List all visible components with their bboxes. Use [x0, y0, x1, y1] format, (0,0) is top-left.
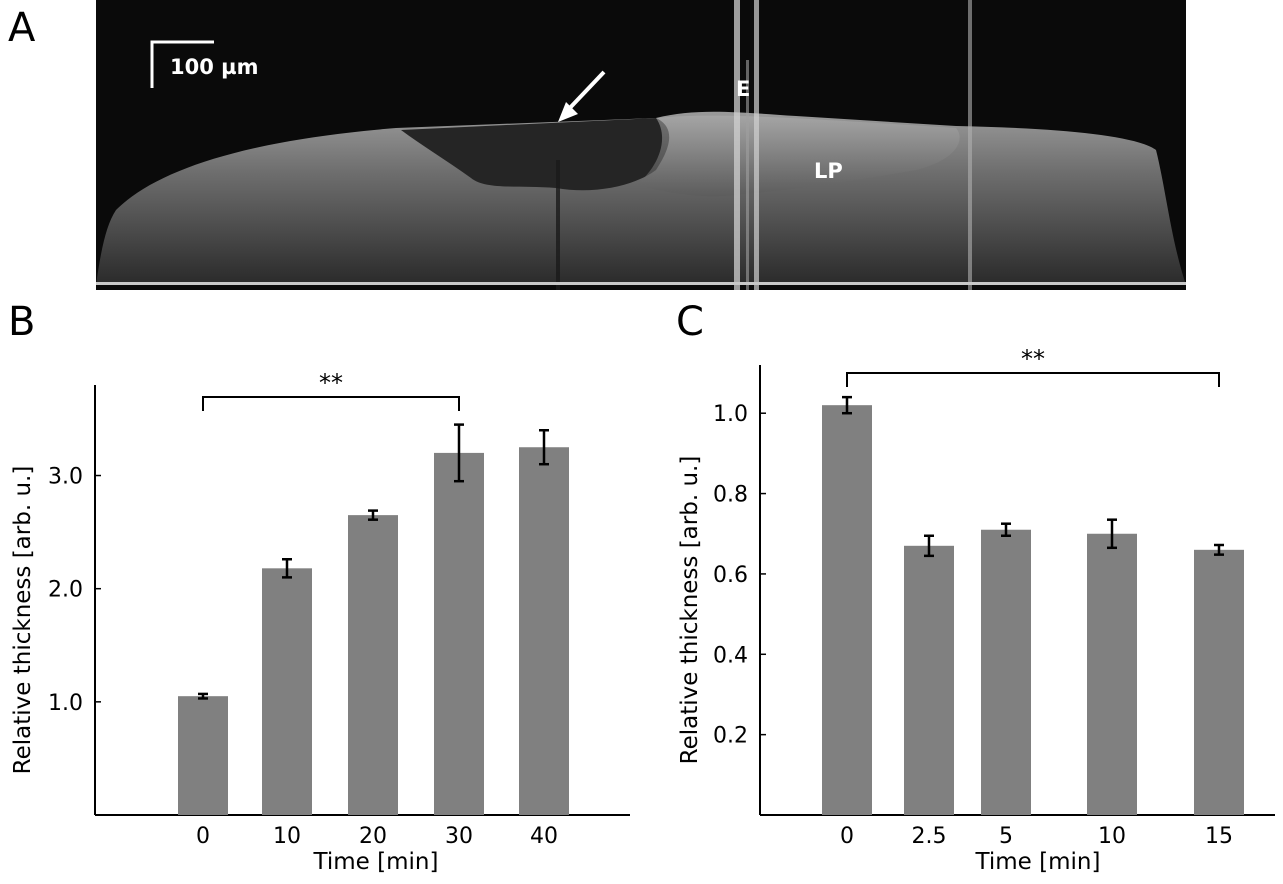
bar — [1087, 533, 1137, 815]
y-tick-label: 0.6 — [713, 563, 748, 588]
y-tick-label: 3.0 — [48, 465, 83, 490]
bar — [262, 568, 312, 815]
bar — [348, 515, 398, 815]
panel-letter-a: A — [8, 5, 36, 51]
scale-bar-label: 100 µm — [170, 55, 258, 79]
significance-label: ** — [1021, 345, 1045, 373]
label-e: E — [736, 77, 750, 101]
oct-artifact-line — [734, 0, 740, 290]
arrow-icon — [558, 70, 606, 122]
bar — [981, 529, 1031, 815]
y-axis-label: Relative thickness [arb. u.] — [10, 466, 36, 775]
panel-letter-c: C — [676, 299, 704, 345]
oct-artifact-line — [754, 0, 759, 290]
x-tick-label: 10 — [273, 824, 301, 849]
oct-image-svg: 100 µm E LP — [96, 0, 1186, 290]
y-tick-label: 2.0 — [48, 578, 83, 603]
y-tick-label: 1.0 — [713, 402, 748, 427]
x-tick-label: 20 — [359, 824, 387, 849]
oct-bottom-edge — [96, 282, 1186, 285]
y-tick-label: 0.2 — [713, 724, 748, 749]
x-axis-label: Time [min] — [975, 849, 1101, 875]
x-tick-label: 10 — [1098, 824, 1126, 849]
y-tick-label: 0.8 — [713, 483, 748, 508]
scale-bar — [150, 40, 214, 88]
significance-bracket — [846, 372, 1220, 387]
oct-artifact-line — [746, 60, 749, 290]
y-tick-label: 1.0 — [48, 691, 83, 716]
x-tick-label: 40 — [530, 824, 558, 849]
significance-bracket — [202, 396, 460, 411]
oct-artifact-line — [968, 0, 972, 290]
label-lp: LP — [814, 159, 843, 183]
x-tick-label: 15 — [1205, 824, 1233, 849]
x-tick-label: 5 — [999, 824, 1013, 849]
oct-artifact-line — [556, 160, 560, 290]
panel-letter-b: B — [8, 299, 36, 345]
bar — [434, 452, 484, 815]
y-axis-label: Relative thickness [arb. u.] — [677, 456, 703, 765]
x-tick-label: 0 — [840, 824, 854, 849]
x-tick-label: 30 — [445, 824, 473, 849]
bar — [904, 545, 954, 815]
y-tick-label: 0.4 — [713, 643, 748, 668]
bar — [822, 405, 872, 815]
oct-image: 100 µm E LP — [96, 0, 1186, 290]
x-axis-label: Time [min] — [313, 849, 439, 875]
x-tick-label: 2.5 — [912, 824, 947, 849]
oct-dark-region — [401, 118, 670, 191]
significance-label: ** — [319, 369, 343, 397]
bar — [519, 447, 569, 815]
bar — [1194, 549, 1244, 815]
oct-lamina-propria — [636, 115, 960, 197]
bar — [178, 696, 228, 815]
x-tick-label: 0 — [196, 824, 210, 849]
